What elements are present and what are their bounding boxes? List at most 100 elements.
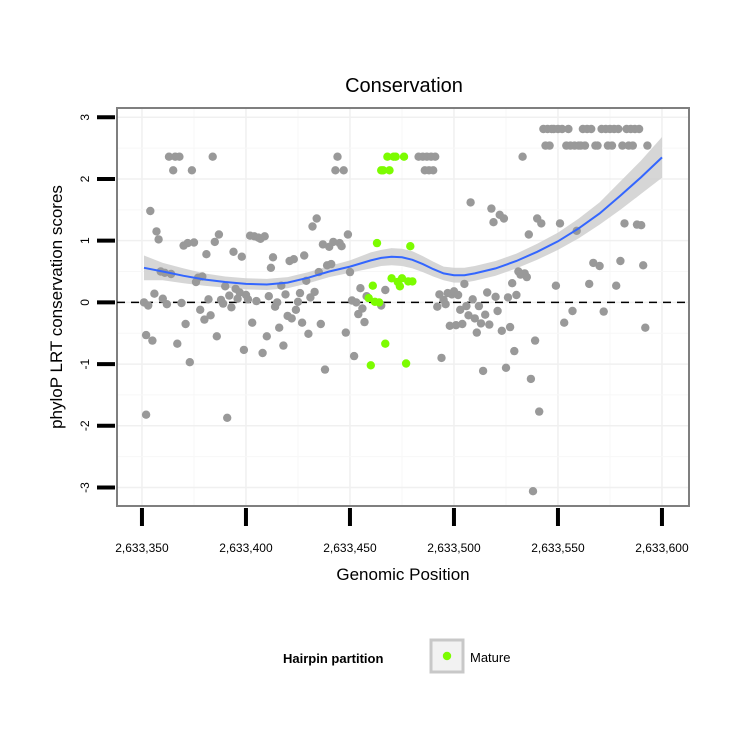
data-point bbox=[587, 124, 596, 134]
legend: Hairpin partition Mature bbox=[283, 638, 510, 674]
data-point-mature bbox=[397, 274, 407, 283]
points-layer-mature bbox=[364, 152, 417, 370]
data-point bbox=[505, 322, 515, 332]
data-point bbox=[437, 353, 446, 363]
data-point bbox=[295, 288, 305, 298]
data-point bbox=[545, 141, 554, 150]
data-point bbox=[612, 281, 621, 290]
legend-title: Hairpin partition bbox=[283, 651, 383, 666]
data-point bbox=[252, 296, 261, 306]
data-point bbox=[487, 204, 496, 213]
data-point bbox=[208, 152, 217, 161]
data-point bbox=[214, 230, 224, 239]
data-point-mature bbox=[387, 274, 396, 283]
data-point bbox=[589, 258, 598, 268]
data-point bbox=[341, 328, 350, 337]
data-point-mature bbox=[372, 238, 382, 248]
data-point bbox=[225, 291, 234, 300]
data-point bbox=[223, 413, 232, 422]
data-point-mature bbox=[395, 282, 405, 291]
data-point bbox=[310, 287, 319, 297]
data-point bbox=[196, 305, 205, 314]
data-point bbox=[264, 292, 273, 301]
data-point bbox=[164, 152, 174, 161]
data-point bbox=[337, 242, 346, 251]
data-point bbox=[595, 261, 604, 271]
data-point bbox=[189, 238, 199, 247]
data-point-mature bbox=[399, 152, 409, 161]
data-point bbox=[628, 141, 637, 150]
data-point bbox=[634, 124, 644, 134]
data-point bbox=[453, 290, 463, 300]
data-point bbox=[173, 339, 182, 348]
data-point bbox=[535, 407, 544, 416]
y-tick-label: -3 bbox=[78, 482, 92, 493]
data-point bbox=[141, 330, 151, 340]
data-point bbox=[522, 272, 531, 282]
smooth-line-layer bbox=[143, 156, 663, 286]
data-point bbox=[287, 314, 296, 323]
data-point bbox=[141, 410, 151, 419]
data-point-mature bbox=[406, 242, 415, 251]
data-point bbox=[451, 321, 461, 330]
data-point bbox=[329, 237, 338, 247]
data-point bbox=[316, 319, 325, 329]
data-point bbox=[476, 319, 486, 328]
data-point bbox=[580, 141, 590, 150]
data-point bbox=[152, 227, 161, 236]
data-point bbox=[291, 305, 301, 314]
data-point bbox=[599, 307, 608, 316]
data-point bbox=[212, 332, 221, 341]
data-point bbox=[343, 230, 353, 239]
data-point bbox=[568, 306, 577, 316]
data-point bbox=[275, 323, 284, 332]
data-point bbox=[358, 304, 367, 313]
data-point bbox=[333, 152, 342, 161]
data-point bbox=[237, 252, 246, 261]
data-point bbox=[456, 305, 465, 314]
x-tick-label: 2,633,550 bbox=[531, 541, 585, 555]
data-point bbox=[279, 341, 288, 350]
data-point-mature bbox=[391, 152, 400, 161]
data-point bbox=[497, 326, 506, 335]
data-point bbox=[360, 317, 369, 327]
data-point bbox=[441, 300, 450, 309]
data-point bbox=[618, 141, 627, 150]
data-point bbox=[320, 365, 330, 374]
data-point bbox=[470, 314, 479, 323]
x-axis: 2,633,350 2,633,400 2,633,450 2,633,500 2,63… bbox=[115, 508, 689, 555]
data-point bbox=[175, 152, 184, 161]
data-point bbox=[530, 336, 540, 345]
data-point bbox=[327, 259, 336, 269]
data-point bbox=[293, 297, 303, 306]
data-point bbox=[150, 289, 159, 298]
data-point bbox=[466, 198, 475, 207]
data-point bbox=[177, 298, 186, 308]
legend-label-mature: Mature bbox=[470, 650, 510, 665]
data-point bbox=[464, 311, 473, 320]
x-tick-label: 2,633,500 bbox=[427, 541, 481, 555]
data-point bbox=[429, 166, 438, 175]
data-point-mature bbox=[366, 361, 375, 370]
data-point bbox=[318, 240, 328, 249]
data-point bbox=[356, 284, 365, 293]
data-point bbox=[445, 321, 454, 330]
data-point bbox=[339, 166, 348, 175]
y-tick-label: 2 bbox=[78, 175, 92, 182]
data-point bbox=[258, 348, 267, 358]
data-point-mature bbox=[368, 281, 377, 290]
data-point-mature bbox=[379, 166, 388, 175]
y-tick-label: 3 bbox=[78, 114, 92, 121]
data-point bbox=[345, 267, 355, 277]
data-point bbox=[510, 346, 519, 356]
smooth-line bbox=[143, 156, 663, 286]
x-tick-label: 2,633,400 bbox=[219, 541, 273, 555]
data-point-mature bbox=[383, 152, 392, 161]
data-point bbox=[458, 319, 467, 329]
x-tick-label: 2,633,350 bbox=[115, 541, 169, 555]
data-point bbox=[462, 301, 471, 311]
legend-key-box bbox=[429, 638, 465, 674]
data-point bbox=[268, 253, 278, 262]
data-point bbox=[185, 358, 194, 367]
data-point bbox=[154, 235, 163, 244]
